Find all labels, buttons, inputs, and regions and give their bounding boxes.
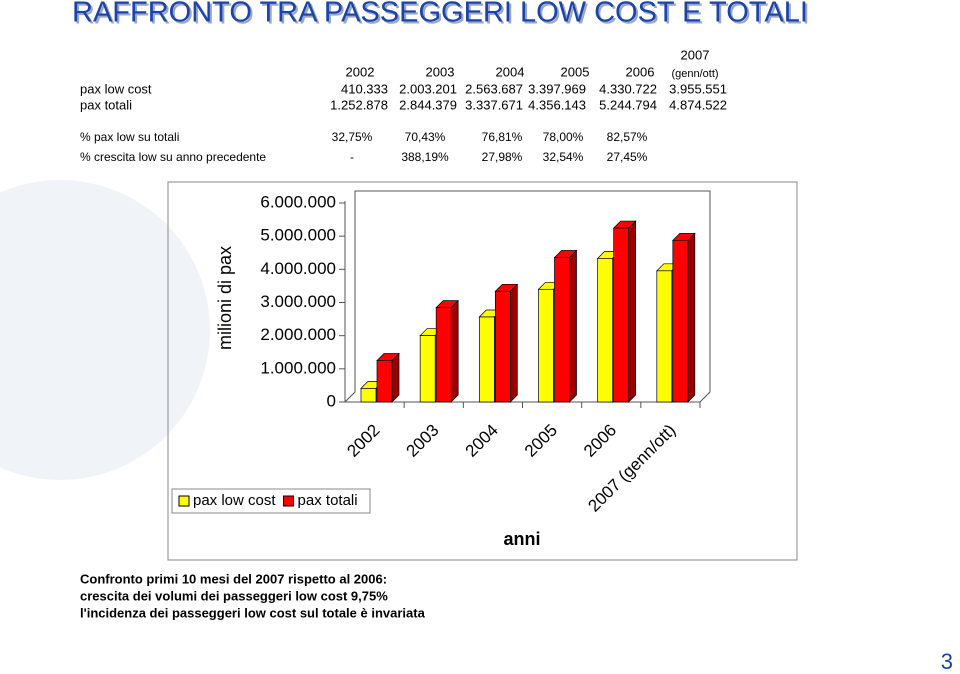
row-label: pax totali [80,97,132,112]
table-header-note: (genn/ott) [671,68,718,80]
table-cell: 4.874.522 [669,97,727,112]
ratio-label: % pax low su totali [80,130,179,144]
table-cell: 3.397.969 [528,81,586,96]
ratio-cell: 27,98% [482,150,523,164]
bar [376,352,400,403]
ratio-cell: 70,43% [405,130,446,144]
table-cell: 2.563.687 [465,81,523,96]
ratio-cell: 78,00% [543,130,584,144]
bar-front [478,316,495,403]
globe-decoration [0,180,210,480]
ratio-cell: 76,81% [482,130,523,144]
bar-front [538,288,554,403]
bar-side [509,283,518,403]
bar-side [687,232,696,403]
note: l'incidenza dei passeggeri low cost sul … [80,605,426,620]
bar-front [435,307,452,403]
table-header: 2006 [626,64,655,79]
table-cell: 3.955.551 [669,81,727,96]
bar-front [360,388,377,403]
row-label: pax low cost [80,81,152,96]
x-tick-label: 2002 [343,421,383,461]
x-tick-label: 2004 [462,421,502,461]
y-tick-label: 1.000.000 [260,358,336,377]
table-cell: 2.844.379 [399,97,457,112]
ratio-cell: 388,19% [401,150,449,164]
table-header: 2005 [561,64,590,79]
title-shadow: RAFFRONTO TRA PASSEGGERI LOW COST E TOTA… [74,0,810,31]
back-wall [343,190,711,403]
table-cell: 1.252.878 [330,97,388,112]
bar-front [672,239,689,403]
x-tick-label: 2005 [521,421,561,461]
table-cell: 410.333 [341,81,388,96]
legend-label: pax low cost [193,492,276,509]
table-cell: 4.330.722 [599,81,657,96]
bar-front [613,227,630,403]
y-tick-label: 0 [327,391,336,410]
bar-side [569,249,577,403]
ratio-label: % crescita low su anno precedente [80,150,266,164]
table-cell: 3.337.671 [465,97,523,112]
table-header: 2003 [426,64,455,79]
bar [612,220,637,403]
ratio-cell: - [350,150,354,164]
y-tick-label: 6.000.000 [260,192,336,211]
table-header: 2002 [346,64,375,79]
bar [494,283,519,403]
legend-swatch [283,495,295,507]
legend-swatch [178,495,190,507]
bar [553,249,578,403]
bar-side [391,352,400,403]
y-tick-label: 2.000.000 [260,325,336,344]
bar [671,232,696,403]
bar [435,299,460,403]
x-tick-label: 2006 [580,421,620,461]
legend-label: pax totali [298,492,358,509]
bar-front [656,270,673,403]
ratio-cell: 27,45% [607,150,648,164]
y-axis-label: milioni di pax [215,246,235,350]
title: RAFFRONTO TRA PASSEGGERI LOW COST E TOTA… [72,0,808,29]
y-tick-label: 5.000.000 [260,226,336,245]
legend-box [171,488,371,514]
table-cell: 5.244.794 [599,97,657,112]
x-axis-label: anni [503,529,540,549]
ratio-cell: 32,75% [332,130,373,144]
y-tick-label: 4.000.000 [260,259,336,278]
bar-side [628,220,637,403]
bar-front [494,290,511,403]
table-header: 2004 [496,64,525,79]
bar-front [597,258,614,403]
bar-front [419,335,436,403]
x-tick-label: 2003 [403,421,443,461]
bar-front [554,257,570,403]
y-tick-label: 3.000.000 [260,292,336,311]
page-number: 3 [941,649,953,674]
table-cell: 2.003.201 [399,81,457,96]
table-cell: 4.356.143 [528,97,586,112]
ratio-cell: 82,57% [607,130,648,144]
note: crescita dei volumi dei passeggeri low c… [80,588,388,603]
table-header: 2007 [681,47,710,62]
chart-frame [167,181,798,561]
bar-side [450,299,459,403]
note: Confronto primi 10 mesi del 2007 rispett… [80,571,387,586]
bar-front [376,360,393,403]
ratio-cell: 32,54% [543,150,584,164]
